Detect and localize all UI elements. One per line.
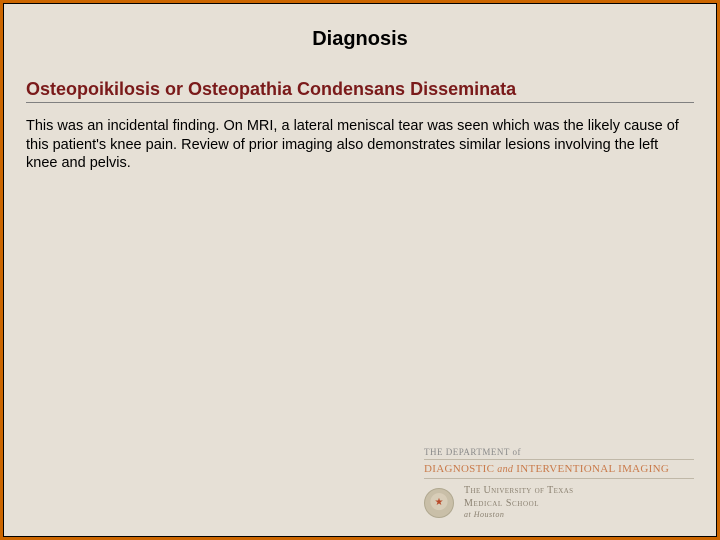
slide-title: Diagnosis bbox=[26, 28, 694, 51]
department-branding: THE DEPARTMENT of DIAGNOSTIC and INTERVE… bbox=[424, 447, 694, 520]
institution-line-b: Medical School bbox=[464, 498, 573, 511]
slide-body: Diagnosis Osteopoikilosis or Osteopathia… bbox=[3, 3, 717, 537]
institution-text: The University of Texas Medical School a… bbox=[464, 485, 573, 520]
institution-line-c: at Houston bbox=[464, 510, 573, 520]
body-text: This was an incidental finding. On MRI, … bbox=[26, 117, 686, 173]
dept-name-text: DIAGNOSTIC and INTERVENTIONAL IMAGING bbox=[424, 463, 669, 475]
institution-seal-icon bbox=[424, 488, 454, 518]
dept-prefix: THE DEPARTMENT of bbox=[424, 447, 521, 457]
dept-prefix-line: THE DEPARTMENT of bbox=[424, 447, 694, 457]
dept-name-line: DIAGNOSTIC and INTERVENTIONAL IMAGING bbox=[424, 459, 694, 479]
institution-line-a: The University of Texas bbox=[464, 485, 573, 498]
slide-border: Diagnosis Osteopoikilosis or Osteopathia… bbox=[0, 0, 720, 540]
heading-rule bbox=[26, 102, 694, 103]
institution-block: The University of Texas Medical School a… bbox=[424, 485, 694, 520]
diagnosis-heading: Osteopoikilosis or Osteopathia Condensan… bbox=[26, 79, 694, 100]
